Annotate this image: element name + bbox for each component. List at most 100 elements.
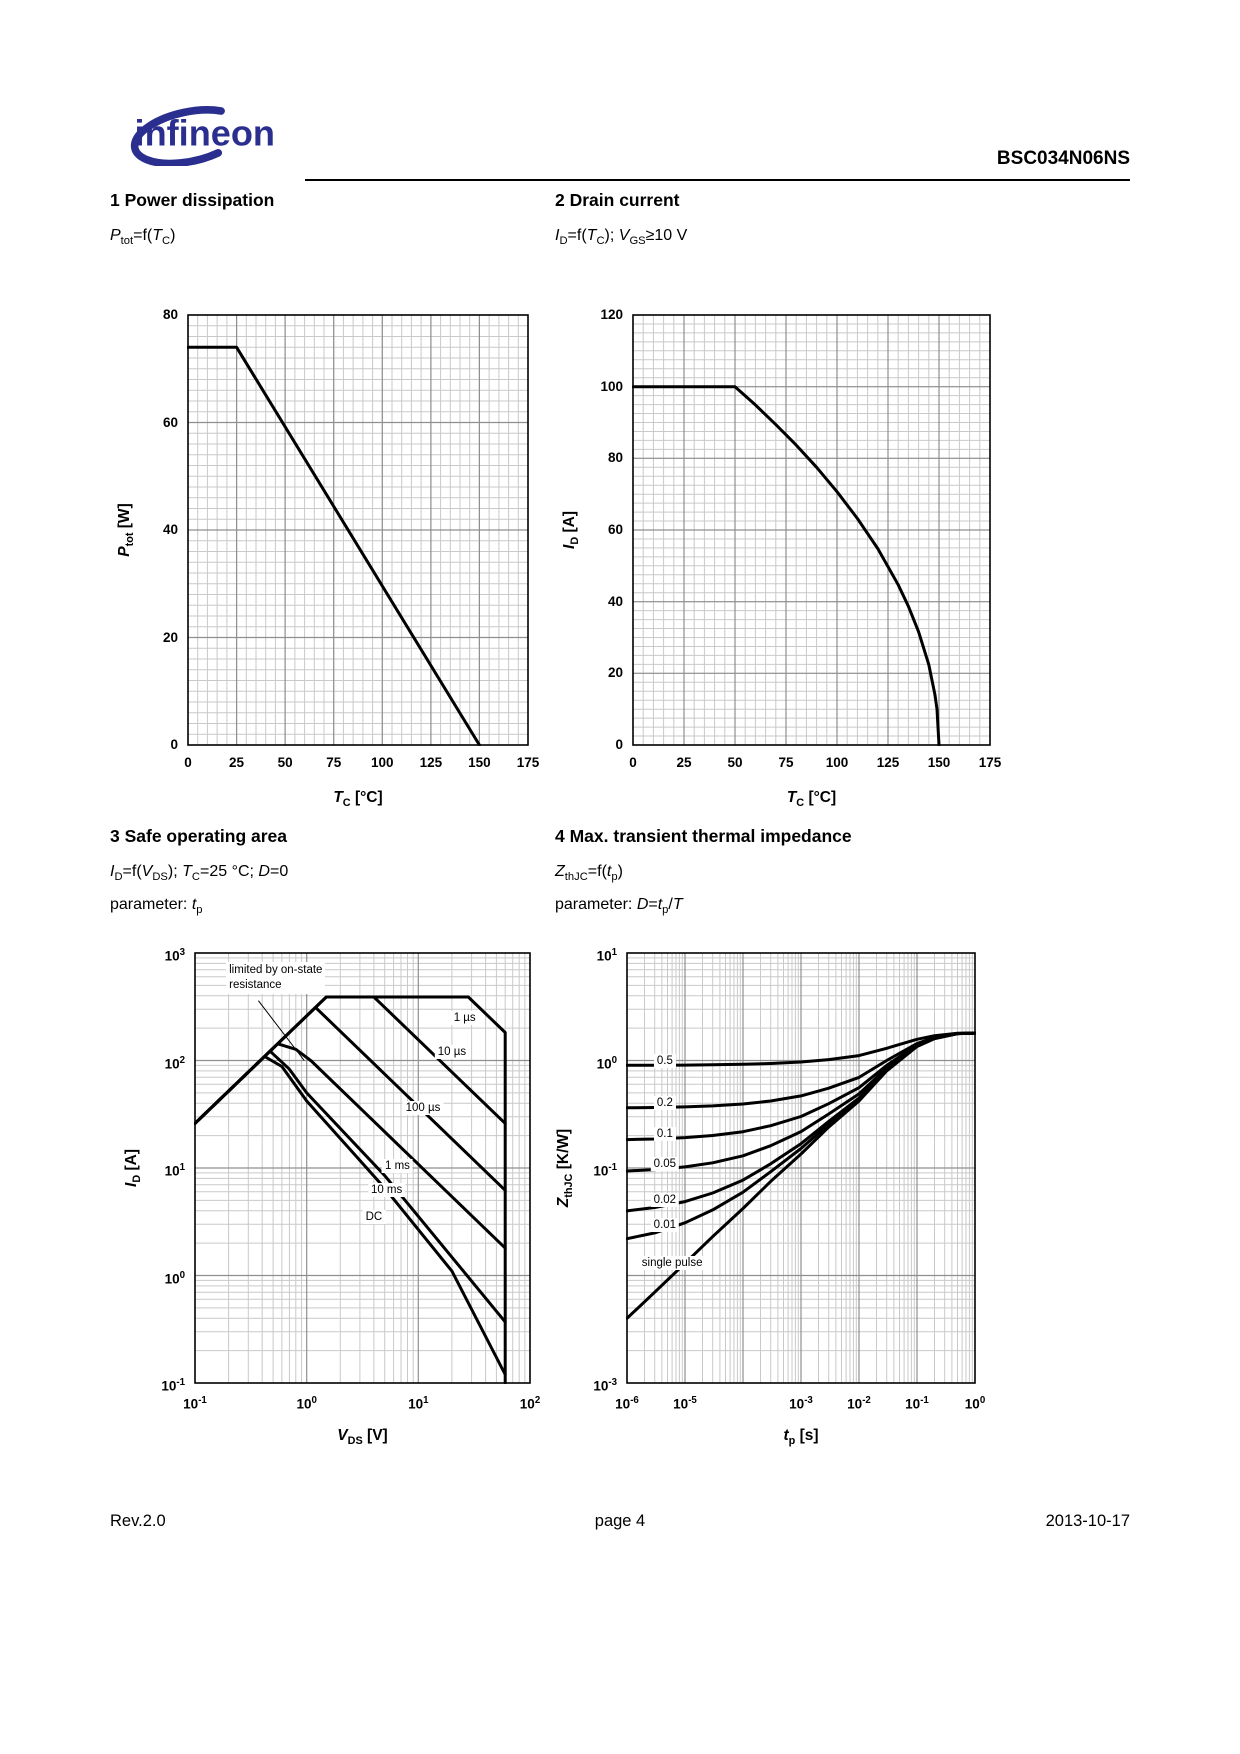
transient-thermal-impedance-canvas	[626, 952, 976, 1384]
curve-label: 100 µs	[402, 1101, 444, 1116]
annotation: limited by on-state resistance	[226, 962, 326, 995]
section-parameter: parameter: tp	[110, 896, 203, 917]
x-tick-label: 10-5	[673, 1395, 697, 1412]
x-tick-label: 150	[468, 755, 491, 770]
drain-current-canvas	[632, 314, 991, 746]
x-tick-label: 0	[184, 755, 192, 770]
x-tick-label: 75	[326, 755, 342, 770]
y-tick-label: 100	[164, 1269, 185, 1287]
x-axis-title: VDS [V]	[337, 1427, 388, 1448]
curve-label: 10 µs	[434, 1044, 470, 1059]
section-thermal-impedance: 4 Max. transient thermal impedance ZthJC…	[555, 826, 985, 916]
section-parameter: parameter: D=tp/T	[555, 896, 683, 917]
section-formula: Ptot=f(TC)	[110, 227, 176, 248]
footer-revision: Rev.2.0	[110, 1512, 166, 1530]
x-tick-label: 50	[277, 755, 293, 770]
y-tick-label: 40	[162, 522, 178, 537]
section-power-dissipation: 1 Power dissipation Ptot=f(TC)	[110, 190, 540, 247]
section-title: 4 Max. transient thermal impedance	[555, 826, 852, 846]
chart-power-dissipation: 0 25 50 75 100 125 150 175 0 20 40 60 80 TC [°C] Ptot …	[110, 300, 555, 815]
infineon-logo: infineon	[130, 106, 275, 166]
x-tick-label: 175	[978, 755, 1002, 770]
part-number: BSC034N06NS	[996, 148, 1130, 169]
section-formula: ID=f(VDS); TC=25 °C; D=0	[110, 863, 289, 884]
x-axis-title: TC [°C]	[786, 789, 837, 810]
x-tick-label: 102	[519, 1395, 541, 1412]
curve-ptot	[187, 345, 481, 746]
x-tick-label: 125	[876, 755, 900, 770]
x-tick-label: 75	[778, 755, 794, 770]
x-tick-label: 100	[296, 1395, 317, 1412]
curve-id	[632, 385, 941, 746]
y-axis-title: ZthJC [K/W]	[554, 1128, 576, 1208]
x-tick-label: 175	[516, 755, 540, 770]
section-title: 1 Power dissipation	[110, 190, 275, 210]
y-tick-label: 101	[596, 947, 617, 964]
y-tick-label: 103	[164, 947, 185, 964]
y-axis-title: ID [A]	[122, 1149, 144, 1187]
chart-drain-current: 0 25 50 75 100 125 150 175 0 20 40 60 80 100 120 TC [°C…	[555, 300, 1005, 815]
y-tick-label: 0	[615, 737, 623, 752]
x-tick-label: 10-6	[615, 1395, 639, 1412]
y-tick-label: 20	[607, 665, 623, 681]
x-tick-label: 25	[229, 755, 245, 770]
x-tick-label: 0	[629, 755, 637, 770]
y-tick-label: 80	[162, 307, 178, 322]
footer-page-number: page 4	[594, 1512, 646, 1530]
y-tick-label: 10-1	[593, 1162, 617, 1179]
x-tick-label: 10-1	[183, 1395, 207, 1412]
curve-label: 0.02	[650, 1193, 680, 1208]
power-dissipation-canvas	[187, 314, 529, 746]
y-tick-label: 10-1	[161, 1377, 185, 1394]
y-tick-label: 100	[596, 1054, 617, 1072]
curve-label: 1 µs	[450, 1010, 479, 1025]
y-tick-label: 60	[162, 414, 178, 430]
curve-label: 0.05	[650, 1157, 680, 1172]
curve-label: single pulse	[638, 1256, 706, 1271]
y-tick-label: 40	[607, 593, 623, 609]
curve-label: 0.5	[653, 1054, 676, 1069]
curve-dc	[194, 1055, 507, 1376]
curve-label: 0.1	[653, 1127, 676, 1142]
y-tick-label: 0	[170, 737, 178, 752]
x-axis-title: tp [s]	[783, 1427, 819, 1448]
x-tick-label: 150	[927, 755, 951, 770]
curve-d-0.5	[626, 1031, 976, 1067]
section-formula: ID=f(TC); VGS≥10 V	[555, 227, 688, 248]
curve-label: 0.2	[653, 1095, 676, 1110]
x-axis-title: TC [°C]	[333, 789, 383, 810]
x-tick-label: 10-3	[789, 1395, 813, 1412]
section-drain-current: 2 Drain current ID=f(TC); VGS≥10 V	[555, 190, 985, 247]
footer-date: 2013-10-17	[1045, 1512, 1130, 1530]
section-safe-operating-area: 3 Safe operating area ID=f(VDS); TC=25 °…	[110, 826, 540, 916]
logo-swoosh-icon	[130, 106, 225, 166]
x-tick-label: 25	[676, 755, 692, 770]
chart-thermal-impedance: 10-6 10-5 10-3 10-2 10-1 100 101 100 10-1 10-3 tp …	[545, 940, 1005, 1455]
y-tick-label: 120	[600, 307, 623, 322]
y-tick-label: 20	[162, 629, 178, 645]
logo-text: infineon	[135, 112, 275, 153]
x-tick-label: 100	[371, 755, 394, 770]
section-title: 2 Drain current	[555, 190, 680, 210]
y-axis-title: ID [A]	[560, 511, 582, 549]
curve-label: 10 ms	[367, 1183, 406, 1198]
y-tick-label: 10-3	[593, 1377, 617, 1394]
section-title: 3 Safe operating area	[110, 826, 288, 846]
y-tick-label: 101	[164, 1162, 185, 1179]
chart-safe-operating-area: 10-1 100 101 102 103 102 101 100 10-1 VDS [V] ID […	[110, 940, 555, 1455]
y-tick-label: 80	[607, 450, 623, 466]
x-tick-label: 10-2	[847, 1395, 871, 1412]
x-tick-label: 100	[825, 755, 849, 770]
curve-label: 0.01	[650, 1217, 680, 1232]
section-formula: ZthJC=f(tp)	[555, 863, 623, 884]
y-tick-label: 100	[600, 378, 623, 394]
header-rule	[305, 179, 1130, 181]
x-tick-label: 125	[419, 755, 443, 770]
x-tick-label: 100	[964, 1395, 986, 1412]
y-axis-title: Ptot [W]	[115, 503, 137, 557]
y-tick-label: 102	[164, 1054, 185, 1072]
y-tick-label: 60	[607, 522, 623, 537]
curve-label: DC	[362, 1210, 386, 1224]
x-tick-label: 10-1	[905, 1395, 929, 1412]
